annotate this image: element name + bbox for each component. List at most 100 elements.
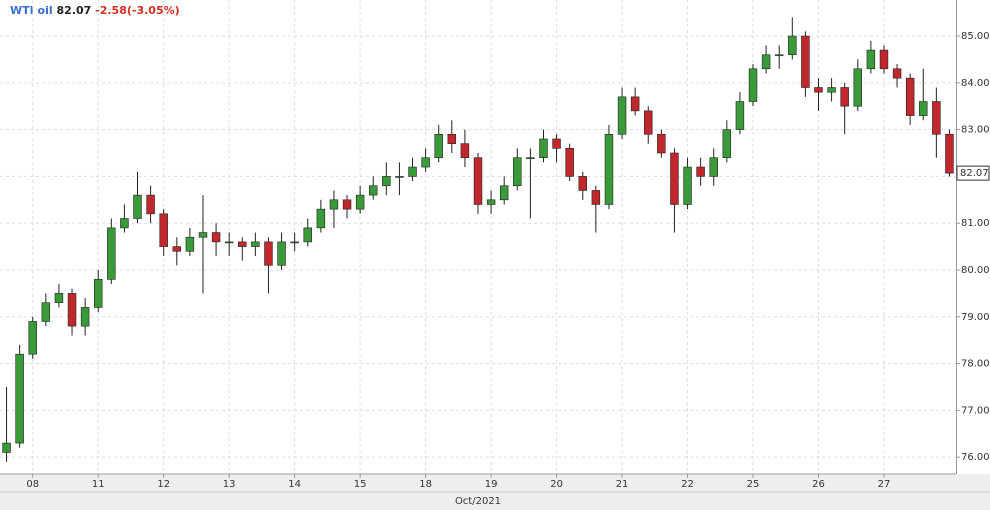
candle-body xyxy=(277,241,286,266)
x-axis-label: Oct/2021 xyxy=(455,496,501,507)
candle-body xyxy=(382,176,391,187)
candle-body xyxy=(80,307,90,327)
x-tick-label: 08 xyxy=(26,479,39,490)
candle-body xyxy=(919,101,928,116)
candle-body xyxy=(434,133,443,158)
y-tick-label: 84.00 xyxy=(961,78,990,89)
candle-body xyxy=(486,199,496,205)
instrument: WTI oil xyxy=(10,4,53,17)
candle-body xyxy=(408,166,417,177)
candle-body xyxy=(290,241,299,244)
x-tick-label: 13 xyxy=(223,479,236,490)
candle-body xyxy=(342,199,352,210)
candle-body xyxy=(932,101,941,135)
candle-body xyxy=(238,241,247,247)
axes: 76.0077.0078.0079.0080.0081.0082.0083.00… xyxy=(26,31,989,490)
candle-body xyxy=(578,176,587,191)
last-price: 82.07 xyxy=(57,4,92,17)
candle-body xyxy=(866,49,876,70)
x-tick-label: 22 xyxy=(681,479,694,490)
candle-body xyxy=(54,293,64,304)
candle-body xyxy=(539,138,548,158)
candle-body xyxy=(879,49,889,70)
candle-body xyxy=(28,321,37,355)
candle-body xyxy=(421,157,430,168)
x-tick-label: 14 xyxy=(288,479,301,490)
candle-body xyxy=(945,133,954,174)
candle-body xyxy=(513,157,522,187)
candle-body xyxy=(93,279,103,308)
candle-body xyxy=(827,87,836,93)
candle-body xyxy=(735,101,745,130)
candle-body xyxy=(2,442,11,453)
candle-body xyxy=(460,143,470,158)
candle-body xyxy=(224,241,234,244)
y-tick-label: 83.00 xyxy=(961,125,990,136)
candle-body xyxy=(801,35,810,88)
candle-body xyxy=(355,194,365,210)
candle-body xyxy=(630,96,640,112)
candle-body xyxy=(303,227,312,243)
price-tag-bg xyxy=(956,165,990,181)
candle-body xyxy=(146,194,155,215)
x-tick-label: 12 xyxy=(157,479,170,490)
y-tick-label: 81.00 xyxy=(961,218,990,229)
candle-body xyxy=(120,218,129,229)
header: WTI oil 82.07 -2.58(-3.05%) xyxy=(10,4,180,17)
candle-body xyxy=(499,185,509,201)
candle-body xyxy=(264,241,273,266)
candle-body xyxy=(774,54,784,57)
candle-body xyxy=(617,96,627,135)
price-change: -2.58(-3.05%) xyxy=(95,4,180,17)
candle-body xyxy=(172,246,182,252)
candle-body xyxy=(722,129,732,158)
candle-body xyxy=(788,35,797,56)
x-tick-label: 15 xyxy=(354,479,367,490)
candle-body xyxy=(709,157,718,177)
candle-body xyxy=(447,133,457,144)
candle-body xyxy=(905,77,915,116)
candle-body xyxy=(670,152,679,205)
x-tick-label: 26 xyxy=(812,479,825,490)
y-tick-label: 78.00 xyxy=(961,359,990,370)
candle-body xyxy=(316,208,326,229)
candle-body xyxy=(15,353,24,444)
candle-body xyxy=(41,302,51,322)
candle-body xyxy=(644,110,653,135)
candle-body xyxy=(251,241,260,247)
candle-body xyxy=(840,87,849,107)
candles xyxy=(2,17,954,462)
x-tick-label: 19 xyxy=(485,479,498,490)
candle-body xyxy=(329,199,339,210)
y-tick-label: 85.00 xyxy=(961,31,990,42)
candle-body xyxy=(683,166,692,205)
candle-body xyxy=(473,157,483,205)
y-tick-label: 76.00 xyxy=(961,452,990,463)
candle-body xyxy=(892,68,902,79)
candle-body xyxy=(604,133,614,205)
candle-body xyxy=(814,87,823,93)
x-tick-label: 18 xyxy=(419,479,432,490)
x-tick-label: 25 xyxy=(747,479,760,490)
candle-body xyxy=(552,138,561,149)
x-tick-label: 21 xyxy=(616,479,629,490)
candle-body xyxy=(159,213,168,247)
candle-body xyxy=(696,166,705,177)
price-tag: 82.07 xyxy=(960,168,989,179)
x-tick-label: 27 xyxy=(878,479,891,490)
candle-body xyxy=(565,148,574,177)
candle-body xyxy=(185,236,195,252)
candle-body xyxy=(526,157,535,159)
candle-body xyxy=(369,185,378,196)
candle-body xyxy=(133,194,142,219)
candle-body xyxy=(67,293,77,327)
candle-body xyxy=(395,176,404,178)
candle-body xyxy=(853,68,863,107)
candle-body xyxy=(198,232,208,238)
y-tick-label: 79.00 xyxy=(961,312,990,323)
candle-body xyxy=(748,68,758,102)
y-tick-label: 77.00 xyxy=(961,405,990,416)
